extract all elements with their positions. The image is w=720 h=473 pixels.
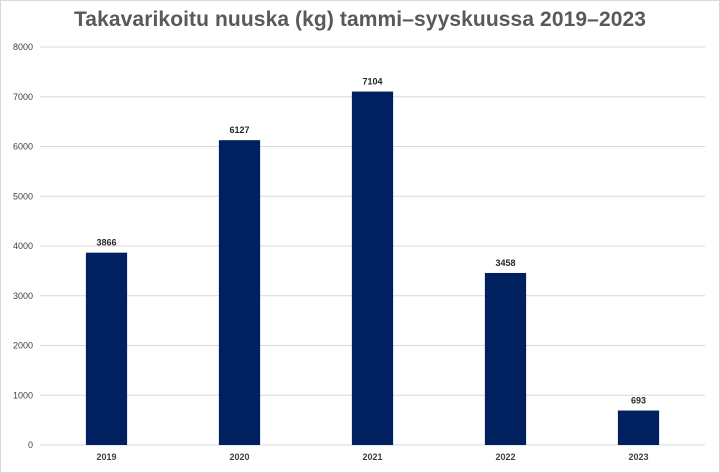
bar-2022: [484, 272, 527, 445]
x-tick-label: 2019: [96, 452, 116, 462]
x-axis: 2019 2020 2021 2022 2023: [96, 452, 648, 462]
y-tick-label: 1000: [13, 390, 33, 400]
y-tick-label: 4000: [13, 241, 33, 251]
bar-2020: [218, 140, 261, 445]
bars: [85, 91, 660, 446]
y-tick-label: 5000: [13, 191, 33, 201]
bar-2023: [617, 410, 660, 445]
data-label: 3866: [96, 238, 116, 248]
y-tick-label: 8000: [13, 42, 33, 52]
y-axis: 0 1000 2000 3000 4000 5000 6000 7000 8000: [13, 42, 33, 450]
chart-title: Takavarikoitu nuuska (kg) tammi–syyskuus…: [73, 8, 647, 31]
x-tick-label: 2020: [229, 452, 249, 462]
data-labels: 3866 6127 7104 3458 693: [96, 77, 646, 406]
y-tick-label: 7000: [13, 92, 33, 102]
bar-2019: [85, 252, 128, 445]
data-label: 693: [631, 396, 646, 406]
data-label: 7104: [362, 77, 382, 87]
x-tick-label: 2021: [362, 452, 382, 462]
x-tick-label: 2023: [628, 452, 648, 462]
y-tick-label: 3000: [13, 291, 33, 301]
y-tick-label: 2000: [13, 341, 33, 351]
data-label: 3458: [495, 258, 515, 268]
y-tick-label: 6000: [13, 142, 33, 152]
data-label: 6127: [229, 125, 249, 135]
y-tick-label: 0: [28, 440, 33, 450]
bar-2021: [351, 91, 394, 446]
x-tick-label: 2022: [495, 452, 515, 462]
